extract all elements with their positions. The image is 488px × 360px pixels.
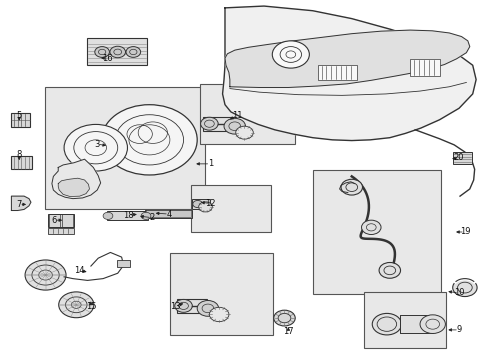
Bar [452, 152, 471, 164]
Circle shape [141, 212, 151, 220]
Circle shape [371, 314, 401, 335]
Text: 9: 9 [455, 325, 461, 334]
Text: 17: 17 [283, 327, 293, 336]
Polygon shape [222, 6, 475, 140]
Circle shape [419, 315, 445, 333]
Bar [312, 170, 440, 294]
Bar [144, 210, 192, 218]
Text: 16: 16 [102, 54, 112, 63]
Bar [117, 260, 130, 267]
Text: 14: 14 [74, 266, 85, 275]
Text: 8: 8 [17, 150, 22, 159]
Text: 15: 15 [85, 302, 96, 311]
Circle shape [25, 260, 66, 290]
Polygon shape [224, 30, 469, 87]
Bar [399, 315, 432, 333]
Circle shape [273, 310, 295, 326]
Circle shape [200, 117, 218, 130]
Bar [49, 215, 60, 226]
Text: 4: 4 [166, 210, 171, 219]
Text: 3: 3 [94, 140, 100, 149]
Circle shape [224, 118, 245, 134]
Circle shape [378, 262, 400, 278]
Text: 11: 11 [231, 111, 242, 120]
Bar [409, 59, 439, 76]
Circle shape [452, 279, 476, 297]
Bar [48, 228, 74, 234]
Bar [177, 299, 207, 313]
Polygon shape [11, 196, 31, 211]
Bar [145, 211, 191, 217]
Bar [317, 65, 356, 80]
Bar [170, 253, 272, 335]
Circle shape [103, 212, 113, 220]
Circle shape [95, 46, 109, 57]
Bar [44, 87, 205, 209]
Bar [87, 39, 147, 65]
Text: 20: 20 [453, 153, 463, 162]
Bar [363, 292, 445, 348]
Circle shape [192, 201, 202, 208]
Circle shape [102, 105, 197, 175]
Bar [199, 84, 294, 144]
Bar [48, 214, 74, 227]
Text: 2: 2 [149, 213, 154, 222]
Text: 18: 18 [123, 211, 134, 220]
Bar [107, 211, 148, 220]
Bar [11, 113, 30, 127]
Text: 12: 12 [204, 199, 215, 208]
Circle shape [59, 292, 94, 318]
Bar [11, 156, 32, 169]
Circle shape [340, 179, 362, 195]
Text: 5: 5 [17, 111, 22, 120]
Bar [62, 215, 73, 226]
Polygon shape [58, 178, 89, 197]
Text: 19: 19 [459, 228, 469, 237]
Bar [203, 117, 233, 131]
Circle shape [197, 301, 218, 316]
Text: 13: 13 [170, 302, 180, 311]
Circle shape [126, 46, 141, 57]
Bar [190, 185, 271, 232]
Circle shape [235, 126, 253, 139]
Polygon shape [52, 159, 101, 199]
Text: 6: 6 [52, 216, 57, 225]
Text: 7: 7 [17, 200, 22, 209]
Circle shape [209, 307, 228, 321]
Circle shape [198, 202, 212, 212]
Circle shape [110, 46, 125, 58]
Circle shape [174, 300, 192, 312]
Circle shape [361, 220, 380, 234]
Bar [191, 199, 210, 210]
Circle shape [64, 125, 127, 171]
Circle shape [272, 41, 309, 68]
Text: 10: 10 [453, 288, 463, 297]
Text: 1: 1 [207, 159, 213, 168]
